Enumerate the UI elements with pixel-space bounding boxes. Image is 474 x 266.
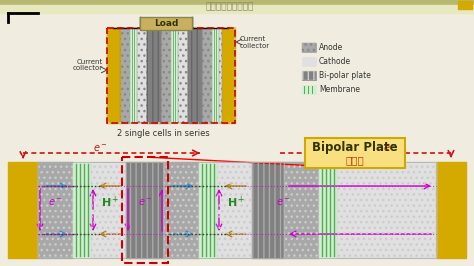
- Bar: [73, 162, 91, 258]
- Bar: [120, 28, 130, 123]
- Text: Load: Load: [154, 19, 178, 28]
- Text: Current
collector: Current collector: [73, 59, 103, 72]
- Text: Bipolar Plate: Bipolar Plate: [312, 142, 398, 155]
- Bar: [219, 28, 222, 123]
- Bar: [178, 28, 188, 123]
- Bar: [202, 28, 212, 123]
- Bar: [217, 162, 252, 258]
- Bar: [284, 162, 319, 258]
- Text: e$^-$: e$^-$: [93, 143, 107, 153]
- Bar: [212, 28, 219, 123]
- Bar: [147, 28, 161, 123]
- Text: Cathode: Cathode: [319, 57, 351, 66]
- Bar: [458, 1, 472, 9]
- Text: Membrane: Membrane: [319, 85, 360, 94]
- Bar: [337, 162, 436, 258]
- Bar: [305, 138, 405, 168]
- Bar: [91, 162, 126, 258]
- Bar: [137, 28, 147, 123]
- Bar: [302, 43, 316, 52]
- Bar: [302, 71, 316, 80]
- Text: e$^-$: e$^-$: [48, 197, 63, 207]
- Text: e$^-$: e$^-$: [383, 143, 397, 153]
- Text: Current
collector: Current collector: [240, 36, 270, 49]
- Text: Bi-polar plate: Bi-polar plate: [319, 71, 371, 80]
- Bar: [171, 28, 178, 123]
- Bar: [219, 28, 222, 123]
- Bar: [126, 162, 164, 258]
- Bar: [222, 28, 235, 123]
- Text: 燃料電池堆疊示意圖: 燃料電池堆疊示意圖: [206, 2, 254, 11]
- Bar: [107, 28, 235, 123]
- Bar: [38, 162, 73, 258]
- Bar: [140, 17, 192, 30]
- Bar: [164, 162, 199, 258]
- Text: Anode: Anode: [319, 43, 343, 52]
- Bar: [319, 162, 337, 258]
- Bar: [120, 28, 130, 123]
- Bar: [164, 162, 199, 258]
- Bar: [188, 28, 202, 123]
- Bar: [107, 28, 120, 123]
- Bar: [38, 162, 436, 258]
- Bar: [252, 162, 284, 258]
- Bar: [130, 28, 137, 123]
- Text: H$^+$: H$^+$: [227, 194, 246, 210]
- Bar: [161, 28, 171, 123]
- Bar: [284, 162, 319, 258]
- Bar: [199, 162, 217, 258]
- Bar: [0, 0, 474, 5]
- Text: e$^-$: e$^-$: [276, 197, 290, 207]
- Bar: [137, 28, 147, 123]
- Bar: [188, 28, 202, 123]
- Bar: [107, 28, 235, 123]
- Bar: [91, 162, 126, 258]
- Bar: [337, 162, 436, 258]
- Bar: [38, 162, 73, 258]
- Bar: [217, 162, 252, 258]
- Bar: [126, 162, 164, 258]
- Bar: [122, 157, 168, 263]
- Text: e$^-$: e$^-$: [138, 197, 152, 207]
- Bar: [302, 85, 316, 94]
- Bar: [302, 57, 316, 66]
- Bar: [161, 28, 171, 123]
- Bar: [436, 162, 466, 258]
- Text: 雙極板: 雙極板: [346, 155, 365, 165]
- Bar: [147, 28, 161, 123]
- Bar: [202, 28, 212, 123]
- Bar: [0, 5, 474, 13]
- Text: H$^+$: H$^+$: [101, 194, 120, 210]
- Bar: [252, 162, 284, 258]
- Bar: [302, 71, 316, 80]
- Bar: [8, 162, 38, 258]
- Bar: [178, 28, 188, 123]
- Text: 2 single cells in series: 2 single cells in series: [117, 129, 210, 138]
- Bar: [302, 43, 316, 52]
